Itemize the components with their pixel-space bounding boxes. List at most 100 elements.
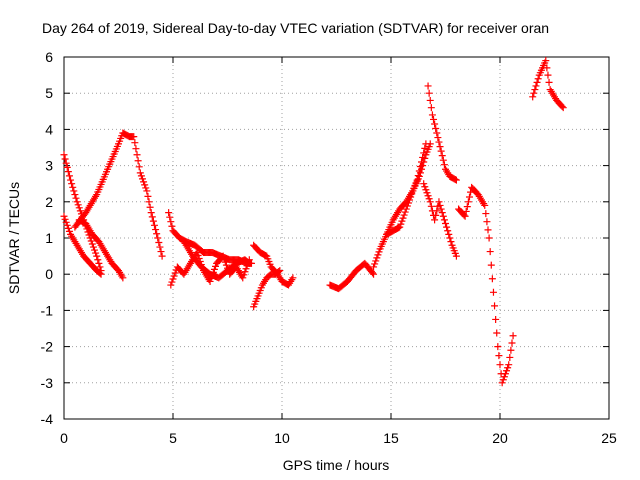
data-point [398,217,406,225]
data-point [414,172,422,180]
data-point [416,163,424,171]
data-point [166,213,174,221]
data-point [433,129,441,137]
data-point [440,216,448,224]
data-point [460,211,468,219]
data-point [206,277,214,285]
data-point [399,214,407,222]
data-point [452,252,460,260]
data-point [155,239,163,247]
data-point [91,246,99,254]
data-point [89,243,97,251]
data-point [219,252,227,260]
y-axis-label: SDTVAR / TECUs [6,182,22,294]
data-point [194,251,202,259]
data-point [435,198,443,206]
data-point [138,175,146,183]
y-tick-label: 1 [45,230,53,246]
data-point [244,258,252,266]
data-point [498,379,506,387]
data-point [544,71,552,79]
data-point [74,201,82,209]
data-point [439,156,447,164]
data-point [368,269,376,277]
data-point [435,138,443,146]
data-point [397,220,405,228]
data-point [491,302,499,310]
series-track-n [420,180,460,260]
data-point [170,272,178,280]
y-tick-label: 3 [45,158,53,174]
data-point [63,163,71,171]
data-point [507,346,515,354]
data-point [156,243,164,251]
series-track-l [383,140,430,238]
y-tick-label: -1 [41,302,54,318]
data-point [152,226,160,234]
grid-lines [64,57,609,419]
data-point [245,259,253,267]
data-point [431,120,439,128]
data-point [147,209,155,217]
data-point [499,376,507,384]
data-point [431,216,439,224]
data-point [165,209,173,217]
series-track-i [250,267,284,311]
data-point [68,180,76,188]
data-point [419,153,427,161]
data-point [221,258,229,266]
data-point [97,270,105,278]
data-point [484,226,492,234]
data-point [432,124,440,132]
data-point [494,343,502,351]
series-track-p [529,57,567,112]
data-point [373,254,381,262]
data-point [119,274,127,282]
series-track-b [60,212,105,278]
data-point [93,252,101,260]
data-point [70,187,78,195]
data-point [444,227,452,235]
data-point [222,261,230,269]
data-point [95,259,103,267]
data-point [485,234,493,242]
data-point [289,274,297,282]
data-point [137,172,145,180]
data-point [424,82,432,90]
data-point [148,213,156,221]
data-point [154,234,162,242]
data-point [241,268,249,276]
data-point [433,207,441,215]
data-point [501,370,509,378]
y-tick-label: -3 [41,375,54,391]
data-point [61,215,69,223]
data-point [426,96,434,104]
data-point [141,181,149,189]
data-point [438,152,446,160]
data-point [542,57,550,65]
y-tick-label: 4 [45,121,53,137]
data-point [72,194,80,202]
data-point [133,151,141,159]
y-tick-label: 2 [45,194,53,210]
series-track-o [455,183,517,387]
data-point [428,111,436,119]
series-track-m [424,82,460,184]
data-point [157,248,165,256]
data-point [483,218,491,226]
data-point [375,248,383,256]
data-point [158,252,166,260]
series-track-h [250,241,297,289]
data-point [374,251,382,259]
data-point [496,361,504,369]
data-point [530,89,538,97]
data-point [370,270,378,278]
x-tick-label: 5 [169,430,177,446]
x-tick-label: 15 [383,430,399,446]
series-track-d [75,216,127,282]
x-tick-label: 10 [274,430,290,446]
data-point [76,207,84,215]
data-point [135,163,143,171]
data-point [210,265,218,273]
